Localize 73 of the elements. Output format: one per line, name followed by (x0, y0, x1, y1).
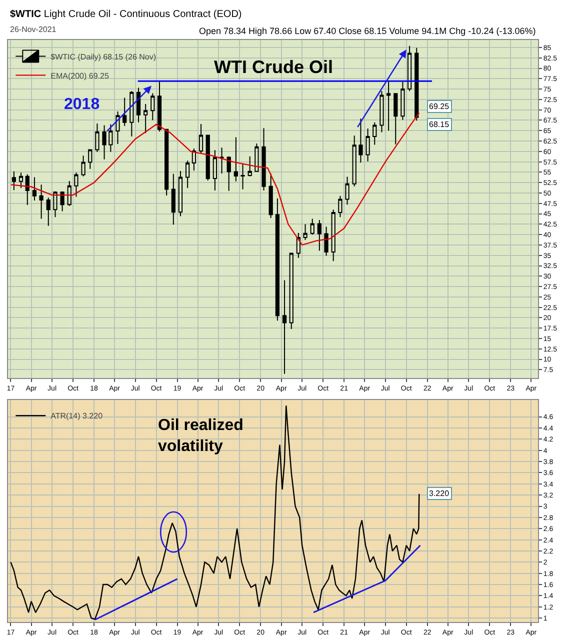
candlestick (212, 150, 217, 191)
candlestick (331, 209, 336, 262)
candlestick (39, 184, 44, 220)
candlestick (394, 92, 398, 145)
candlestick (95, 123, 100, 152)
candlestick (400, 81, 405, 120)
line-series (10, 112, 420, 246)
candlestick (338, 195, 342, 218)
candlestick (102, 124, 106, 160)
candlestick (352, 135, 356, 187)
candlestick (248, 156, 252, 177)
candlestick (130, 90, 134, 137)
text: Open 78.34 High 78.66 Low 67.40 Close 68.15 Volume 94.1M Chg -10.24 (-13.06%) (199, 26, 536, 36)
candlestick (88, 148, 92, 170)
candlestick (317, 220, 322, 252)
legend-label: $WTIC (Daily) 68.15 (26 Nov) (50, 52, 156, 62)
candlestick (262, 128, 266, 191)
candlestick (25, 174, 30, 206)
candlestick (240, 163, 245, 190)
candlestick (171, 173, 176, 226)
candlestick (12, 170, 16, 191)
candlestick (122, 97, 127, 127)
candlestick (372, 122, 377, 146)
annotation: 2018 (64, 96, 100, 113)
candlestick (74, 172, 78, 198)
candlestick (185, 160, 190, 188)
candlestick (18, 172, 24, 188)
candlestick (345, 176, 350, 206)
candlestick (150, 92, 155, 121)
annotation: 69.25 (429, 102, 450, 111)
legend-label: ATR(14) 3.220 (50, 412, 104, 421)
candlestick (198, 123, 204, 154)
annotation: 68.15 (429, 120, 450, 129)
candlestick (81, 155, 86, 177)
candlestick (407, 45, 412, 92)
candlestick (414, 47, 419, 122)
candlestick (108, 124, 113, 152)
annotation: 3.220 (429, 489, 450, 498)
candlestick (144, 104, 148, 134)
candlestick (178, 170, 183, 217)
candlestick (303, 224, 308, 240)
candlestick (358, 118, 363, 164)
candlestick (53, 190, 58, 218)
chart-subtitle: 26-Nov-2021 (10, 25, 57, 34)
candlestick (67, 180, 72, 206)
candlestick (46, 197, 50, 226)
chart-title: $WTIC Light Crude Oil - Continuous Contract (EOD) (10, 9, 242, 20)
candlestick (386, 80, 391, 132)
annotation: Oil realized volatility (158, 417, 244, 455)
legend-label: EMA(200) 69.25 (50, 71, 110, 80)
candlestick (206, 134, 210, 182)
candlestick (310, 218, 314, 236)
candlestick (116, 111, 120, 144)
candlestick (220, 147, 224, 174)
candlestick (234, 136, 238, 182)
candlestick (226, 156, 231, 192)
candlestick (164, 128, 169, 196)
candlestick (60, 190, 64, 212)
candlestick (289, 252, 294, 330)
candlestick (296, 232, 300, 258)
annotation: WTI Crude Oil (214, 57, 333, 77)
candlestick (136, 87, 141, 123)
candlestick (32, 176, 37, 201)
candlestick (268, 172, 273, 218)
candlestick (254, 143, 259, 172)
candlestick (324, 226, 328, 256)
candlestick (380, 90, 384, 133)
candlestick (192, 148, 196, 172)
candlestick (282, 280, 287, 374)
candlestick (366, 128, 370, 162)
candlestick (275, 198, 280, 322)
candlestick (157, 80, 162, 132)
line-series (10, 404, 420, 620)
